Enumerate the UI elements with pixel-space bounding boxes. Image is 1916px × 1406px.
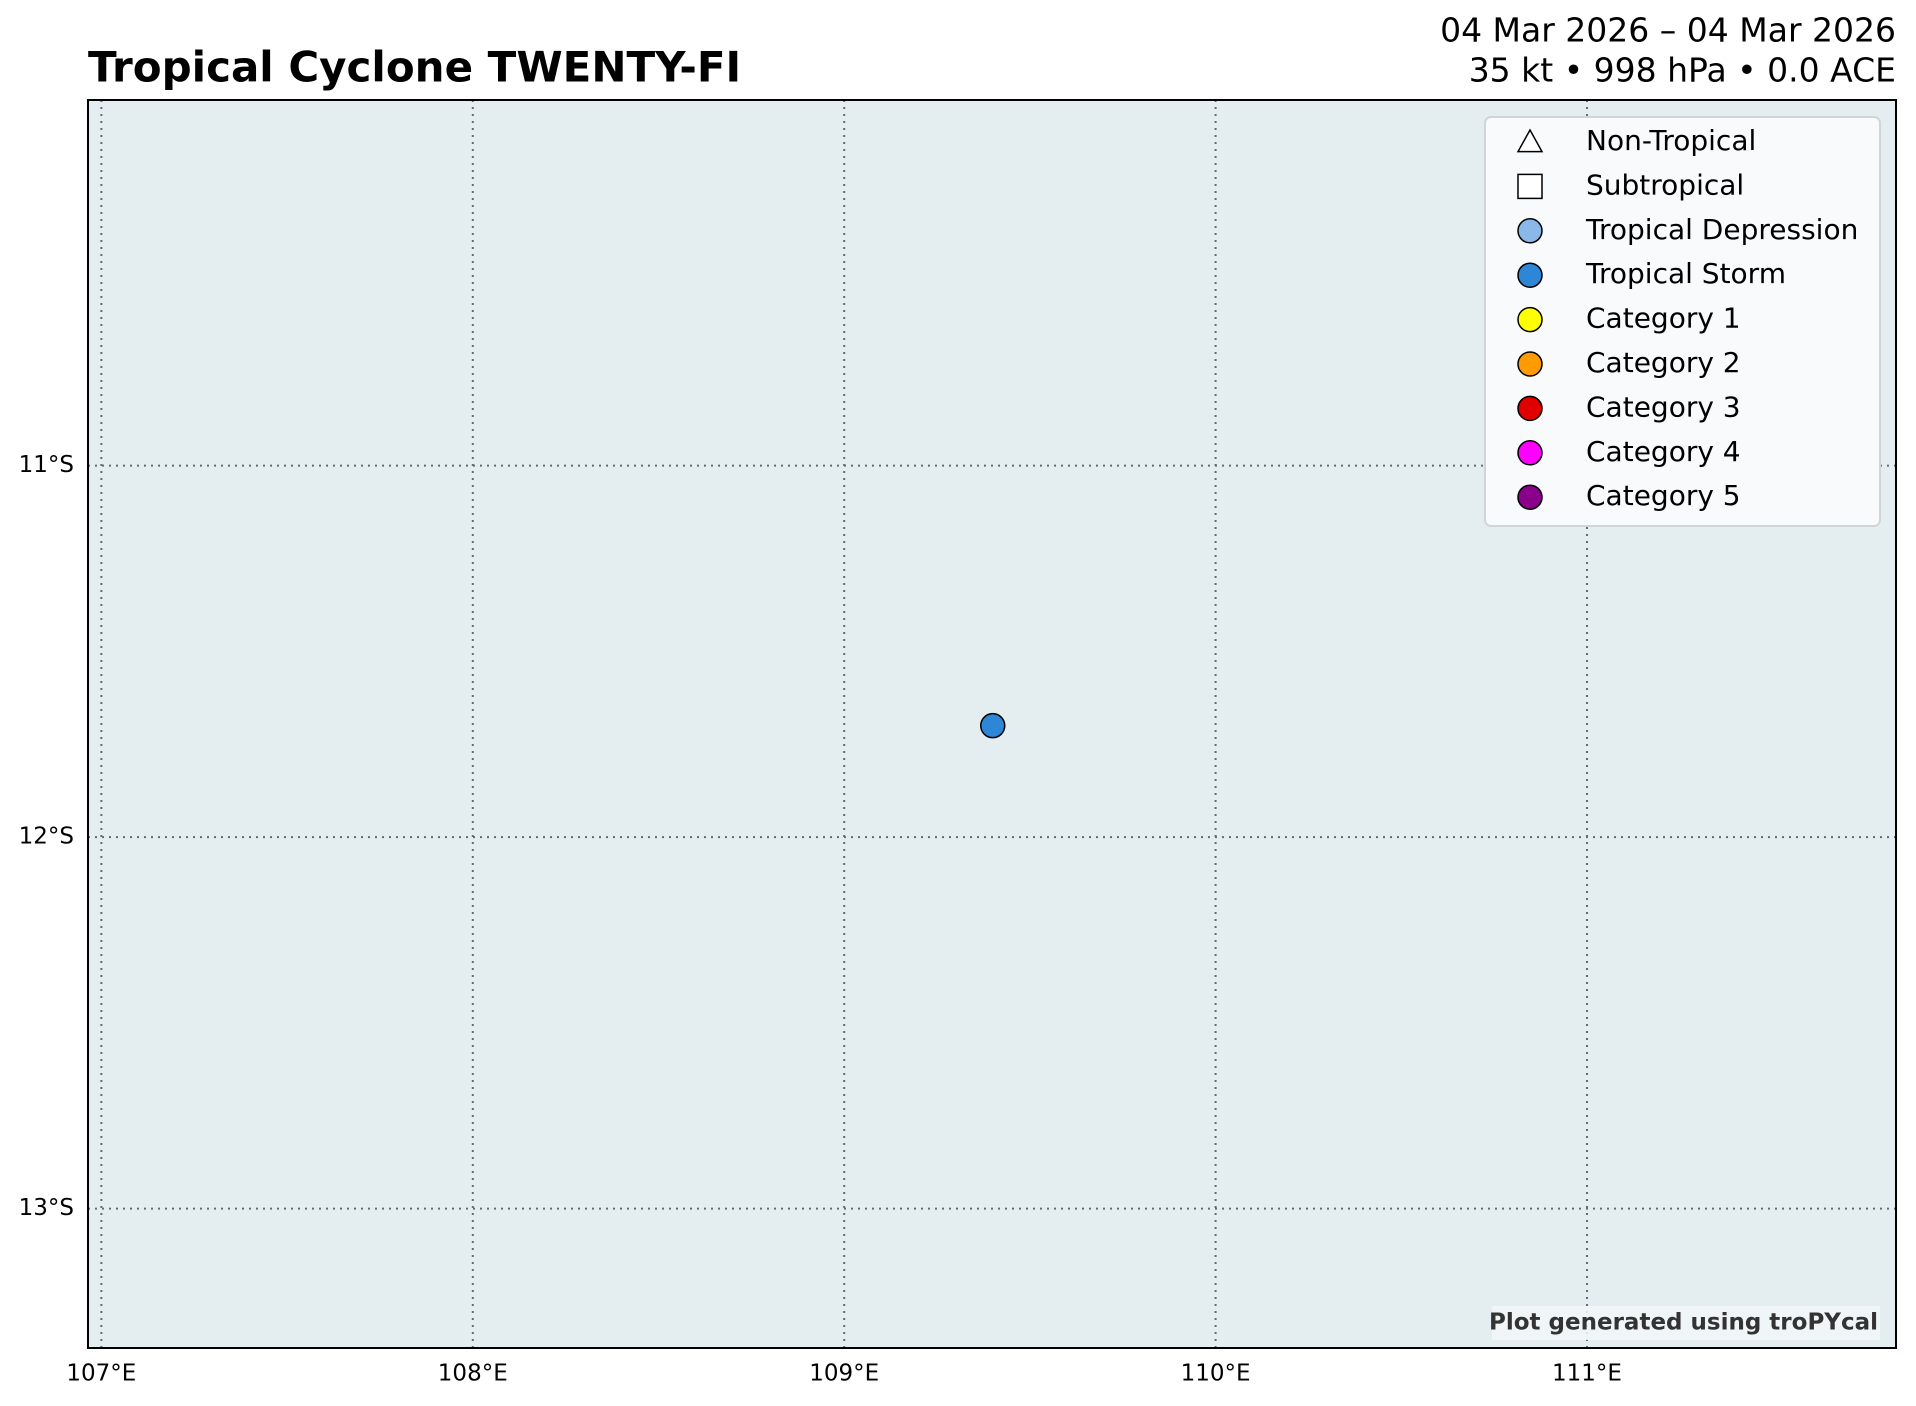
legend [1484, 116, 1881, 527]
legend-marker [1517, 484, 1543, 510]
legend-marker [1517, 306, 1543, 333]
legend-label: Tropical Storm [1585, 257, 1786, 290]
subtitle: 35 kt • 998 hPa • 0.0 ACE [1469, 51, 1896, 90]
credit: Plot generated using troPYcal [1489, 1310, 1878, 1336]
y-tick-label: 12°S [19, 824, 74, 850]
plot-frame [87, 99, 1897, 1349]
y-tick-label: 11°S [19, 452, 74, 478]
legend-marker [1517, 218, 1543, 244]
x-tick-label: 109°E [809, 1361, 879, 1387]
x-tick-label: 111°E [1552, 1361, 1622, 1387]
storm-point [979, 712, 1006, 739]
legend-marker [1517, 173, 1543, 200]
legend-label: Tropical Depression [1585, 213, 1858, 246]
legend-marker [1516, 128, 1544, 153]
legend-marker [1517, 262, 1543, 288]
legend-label: Non-Tropical [1586, 124, 1756, 157]
legend-label: Category 2 [1586, 346, 1741, 379]
legend-label: Category 5 [1586, 479, 1741, 512]
legend-marker [1517, 440, 1543, 466]
legend-label: Category 3 [1586, 390, 1741, 423]
legend-marker [1517, 395, 1543, 422]
subtitle: 04 Mar 2026 – 04 Mar 2026 [1440, 11, 1896, 50]
x-tick-label: 107°E [66, 1361, 136, 1387]
y-tick-label: 13°S [19, 1195, 74, 1221]
legend-label: Subtropical [1586, 168, 1744, 201]
x-tick-label: 108°E [438, 1361, 508, 1387]
legend-label: Category 4 [1586, 435, 1741, 468]
legend-marker [1517, 351, 1543, 377]
legend-label: Category 1 [1586, 302, 1741, 335]
chart-title: Tropical Cyclone TWENTY-FI [88, 43, 741, 92]
x-tick-label: 110°E [1181, 1361, 1251, 1387]
credit-background [1492, 1306, 1880, 1340]
